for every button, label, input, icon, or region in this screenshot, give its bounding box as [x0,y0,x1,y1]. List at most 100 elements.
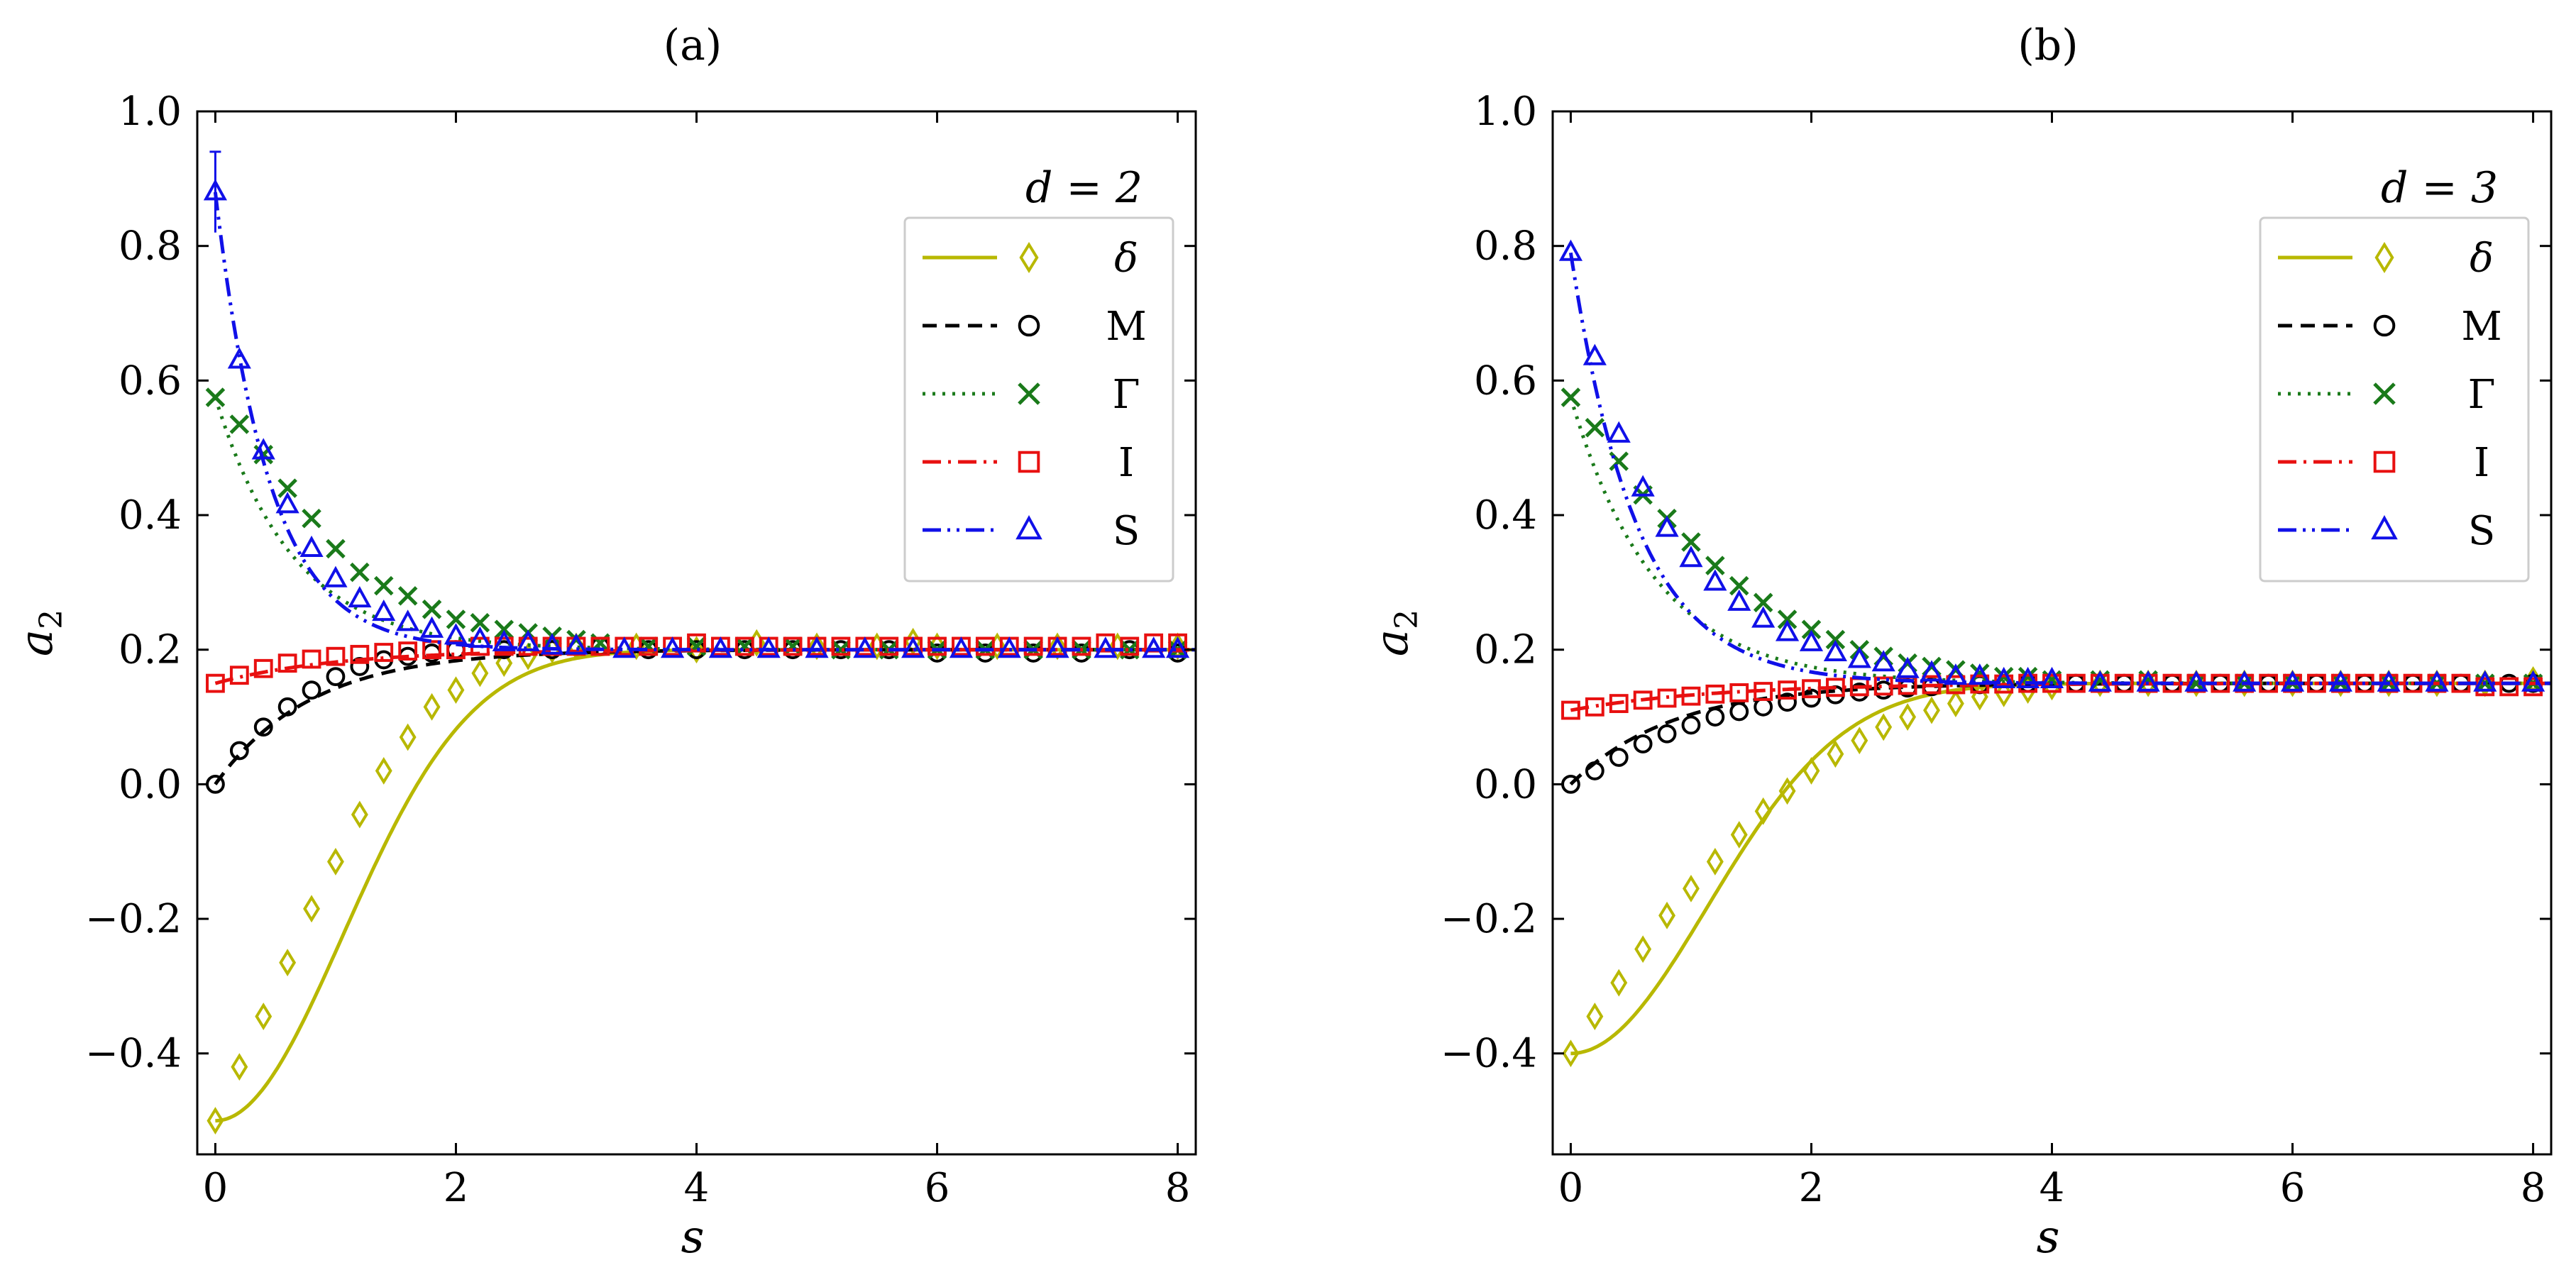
legend-marker [1018,314,1040,337]
data-point [1165,636,1190,658]
data-point [1705,684,1725,704]
data-point [2425,670,2449,692]
data-point [1633,734,1653,753]
data-point [419,616,444,638]
data-point [1655,515,1679,537]
data-point [879,636,899,656]
data-point [708,636,732,658]
legend-marker [1019,241,1039,274]
data-point [468,626,492,648]
data-point [1045,636,1069,658]
data-point [1023,636,1043,656]
legend-box [2259,216,2530,582]
data-point [1871,650,1895,672]
data-point [326,848,344,876]
data-point [564,633,588,655]
y-axis: −0.4 −0.2 0.0 0.2 0.4 0.6 0.8 1.0 [1441,89,2551,1077]
y-tick-label: 1.0 [1474,89,1537,135]
data-point [1778,777,1796,805]
y-tick-label: 0.6 [119,358,182,404]
data-point [372,599,396,622]
data-point [326,539,346,559]
data-point [1609,694,1629,713]
data-point [324,565,348,587]
data-point [348,586,372,608]
data-point [1705,707,1725,727]
x-tick-label: 0 [203,1165,229,1211]
data-point [251,438,275,460]
data-point [1585,697,1605,717]
data-point [203,179,228,201]
legend-label: Γ [1113,372,1140,418]
data-point [255,1003,273,1030]
legend-label: M [1106,304,1146,350]
fit-curve [214,648,1196,785]
y-tick-label: 0.8 [1474,223,1537,270]
data-point [1823,639,1847,662]
data-point [1609,451,1629,471]
data-point [1947,690,1964,717]
data-point [1968,663,1992,685]
data-point [1631,475,1655,497]
data-point [1923,696,1940,724]
data-point [1751,606,1776,628]
x-tick-label: 2 [1799,1165,1824,1211]
legend-marker [1018,382,1040,405]
data-point [1633,690,1653,710]
data-point [375,757,392,785]
data-point [1825,629,1846,650]
fit-curve [213,192,1196,652]
data-point [783,636,803,656]
data-point [1607,421,1631,443]
data-point [1634,935,1652,963]
data-point [1847,646,1871,668]
data-point [639,636,659,656]
data-point [350,644,370,664]
data-point [831,636,851,656]
data-point [540,633,564,655]
legend-label: M [2461,304,2501,350]
y-tick-label: −0.2 [1441,896,1537,942]
data-point [1920,660,1944,682]
x-tick-label: 6 [925,1165,950,1211]
data-point [2184,670,2208,692]
data-point [1802,757,1820,785]
data-point [1094,636,1118,658]
data-point [1895,656,1920,678]
data-point [253,658,273,678]
series-diamond [207,627,1196,1134]
data-point [1585,417,1605,438]
data-point [590,636,610,656]
data-point [661,636,685,658]
y-tick-label: −0.4 [1441,1031,1537,1077]
plot-area [1551,110,2553,1156]
data-point [423,692,441,721]
legend-label: S [2468,508,2495,554]
x-tick-label: 8 [2521,1165,2546,1211]
y-tick-label: 0.0 [1474,761,1537,807]
series-triangle [1558,239,2551,692]
x-axis-label: s [2037,1211,2060,1264]
data-point [2233,670,2257,692]
legend-label: δ [2470,236,2494,282]
data-point [1681,532,1701,552]
data-point [277,653,297,673]
data-point [447,676,465,705]
data-point [1827,740,1844,768]
data-point [470,613,490,633]
fit-curve [215,648,1196,1123]
data-point [1072,636,1091,656]
y-tick-label: 0.8 [119,223,182,270]
data-point [231,1053,248,1081]
data-point [1899,703,1917,731]
data-point [1922,675,1942,695]
data-point [1802,679,1821,699]
y-tick-label: 0.4 [1474,492,1537,539]
data-point [2040,666,2064,688]
data-point [326,667,346,687]
data-point [1561,387,1581,407]
legend-marker [2374,241,2394,274]
data-point [1778,692,1797,712]
x-axis-label: s [681,1211,705,1264]
